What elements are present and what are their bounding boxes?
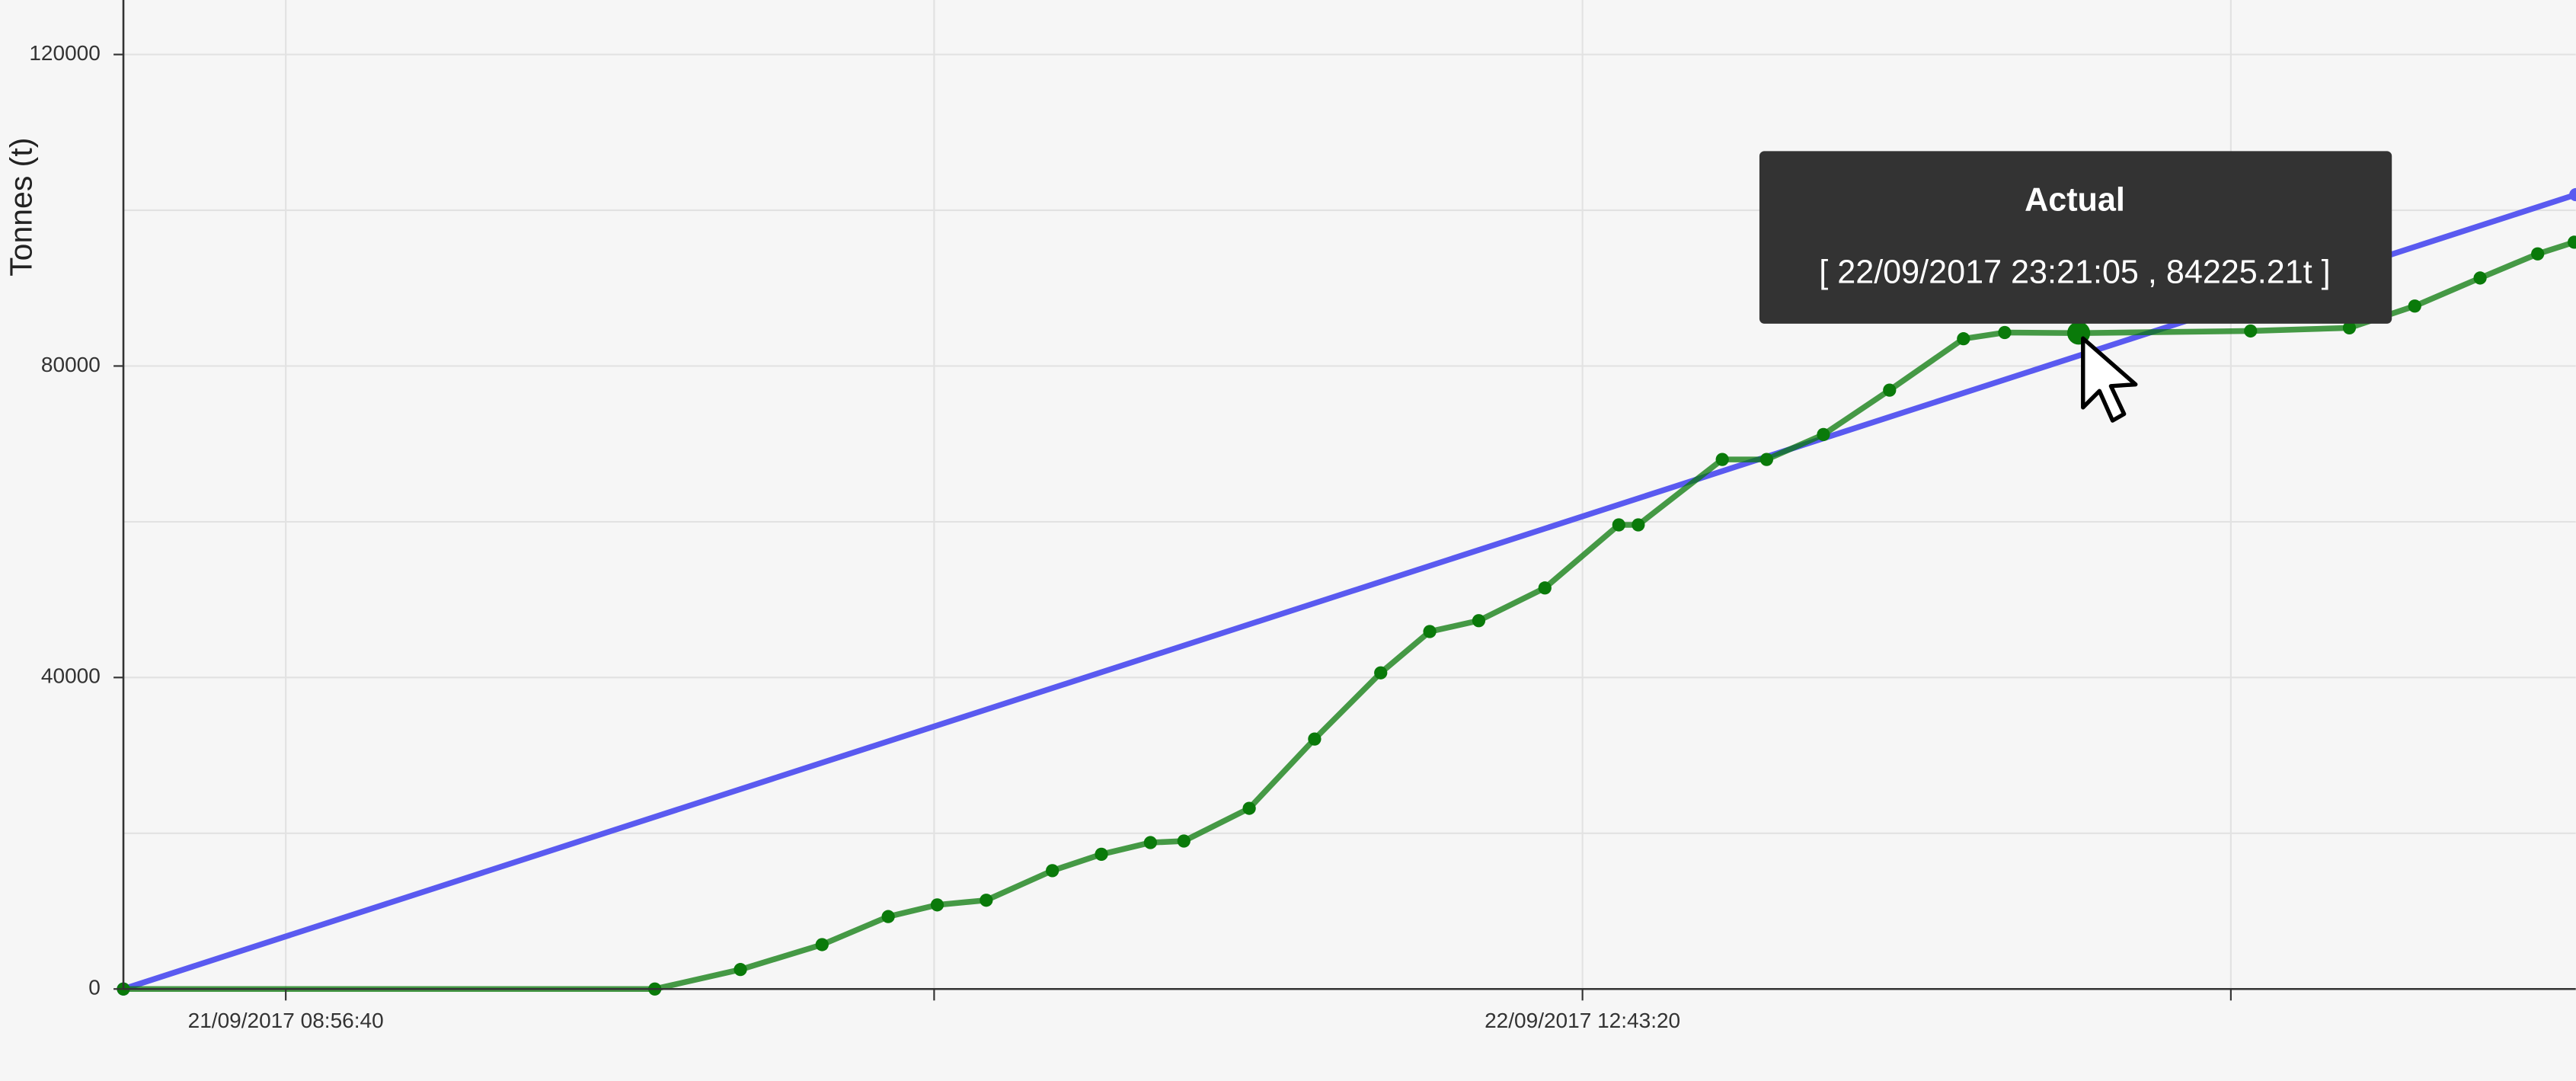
data-point (2342, 321, 2357, 334)
data-point (1715, 453, 1729, 466)
data-point (881, 910, 895, 923)
data-point (2408, 299, 2421, 313)
axes: 0 40000 80000 120000 21/09/2017 08:56:40 22/0… (29, 0, 2576, 1032)
data-point (1242, 801, 1256, 815)
y-tick-label: 80000 (41, 353, 101, 376)
series-line (123, 239, 2575, 993)
data-point (1374, 666, 1388, 680)
data-point (2473, 271, 2487, 285)
tooltip-title: Actual (2025, 182, 2125, 219)
data-point (2244, 324, 2258, 338)
tooltip-box (1759, 151, 2392, 324)
data-point (815, 938, 829, 951)
y-tick-label: 0 (88, 976, 101, 999)
data-point (1538, 581, 1552, 595)
data-point (1612, 518, 1625, 532)
data-point (980, 894, 993, 907)
y-axis-title: Tonnes (t) (3, 138, 38, 277)
series-line (122, 191, 2576, 992)
y-tick-label: 40000 (41, 664, 101, 688)
mouse-cursor (2081, 336, 2138, 423)
data-point (1177, 834, 1191, 848)
x-tick-label: 22/09/2017 12:43:20 (1485, 1009, 1680, 1032)
data-point (1957, 332, 1970, 346)
tooltip: Actual [ 22/09/2017 23:21:05 , 84225.21t… (1759, 151, 2392, 324)
data-point (733, 963, 747, 977)
data-point (1759, 453, 1774, 466)
data-point (1423, 625, 1437, 638)
data-point (1143, 836, 1157, 849)
data-point (2568, 235, 2576, 249)
tooltip-text: [ 22/09/2017 23:21:05 , 84225.21t ] (1819, 254, 2330, 291)
data-point (1472, 614, 1486, 628)
data-point (2569, 187, 2576, 202)
x-tick-label: 21/09/2017 08:56:40 (188, 1009, 384, 1032)
data-point (1998, 325, 2012, 340)
data-point (2531, 247, 2545, 261)
y-tick-label: 120000 (29, 41, 101, 65)
data-point (1095, 847, 1108, 862)
data-point (1632, 518, 1645, 532)
data-point (1046, 864, 1059, 878)
data-point (1308, 732, 1322, 746)
data-point (1817, 427, 1830, 442)
data-point (1883, 383, 1897, 397)
plot-area (117, 187, 2576, 996)
data-point (930, 898, 944, 912)
